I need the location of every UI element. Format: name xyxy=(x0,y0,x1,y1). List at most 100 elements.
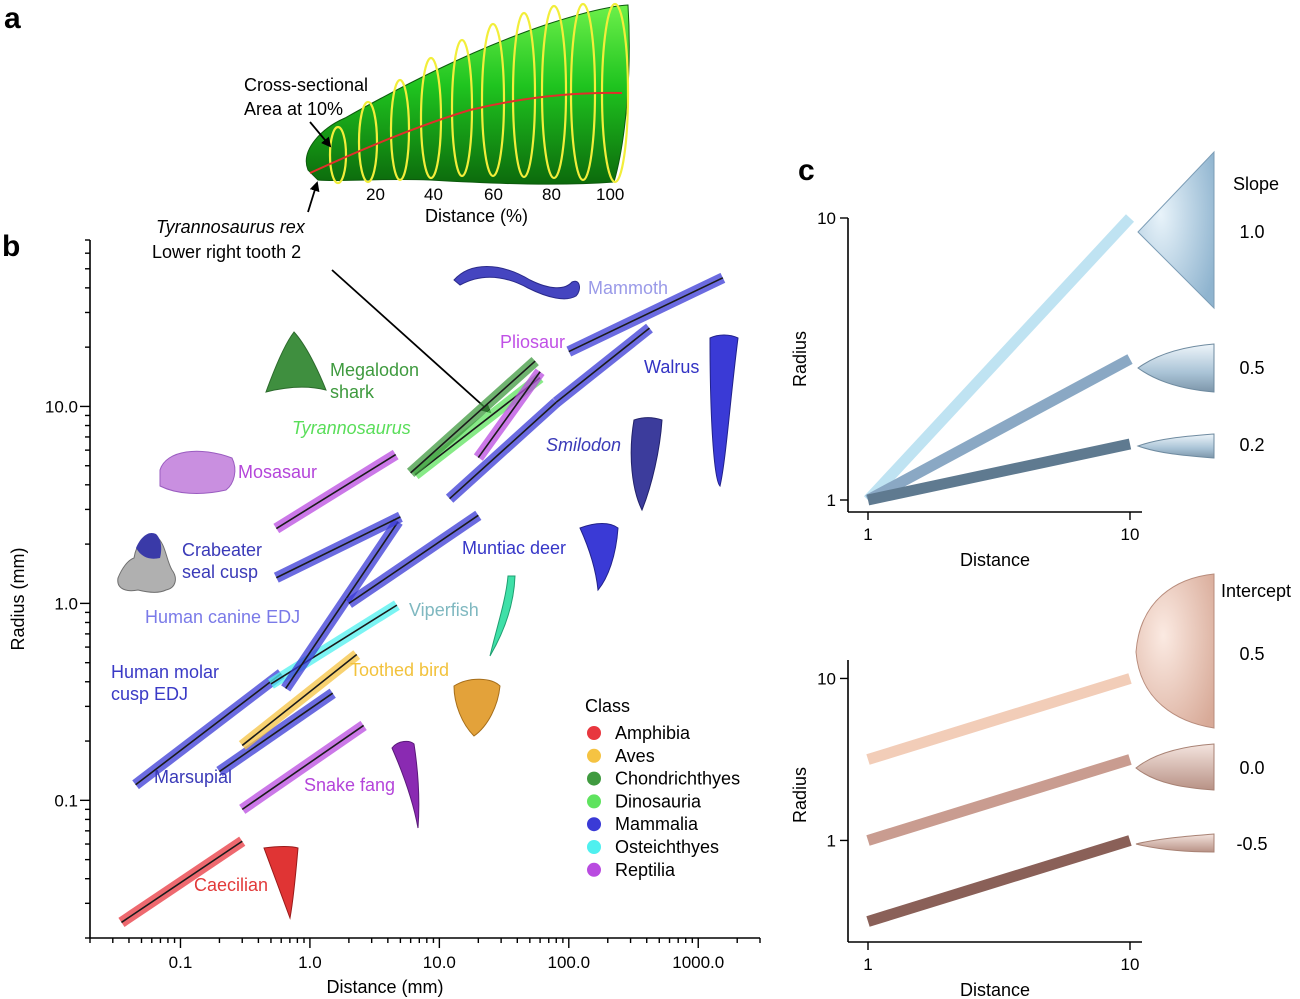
legend-label: Osteichthyes xyxy=(615,837,719,857)
viperfish-tooth xyxy=(489,575,516,657)
crabeater-seal-cusp xyxy=(136,532,162,559)
species-label: Walrus xyxy=(644,357,699,377)
cross-section-rings xyxy=(328,2,630,185)
ring-10 xyxy=(328,125,348,185)
distance-percent-label: Distance (%) xyxy=(425,206,528,226)
b-series-fit xyxy=(285,521,399,689)
b-x-tick-label: 10.0 xyxy=(423,953,456,972)
legend-title: Class xyxy=(585,696,630,716)
panel-c-bottom-series xyxy=(866,673,1132,927)
legend-label: Amphibia xyxy=(615,723,691,743)
ring-40 xyxy=(419,56,443,180)
b-y-tick-label: 0.1 xyxy=(54,791,78,810)
slope-0.2-horn xyxy=(1136,433,1215,459)
ring-90 xyxy=(569,2,597,182)
c-x-axis-title: Distance xyxy=(960,550,1030,570)
species-label: Smilodon xyxy=(546,435,621,455)
walrus-tusk xyxy=(709,334,739,487)
ring-60 xyxy=(480,22,506,178)
c-series-line xyxy=(866,438,1132,506)
panel-b-series xyxy=(118,272,726,927)
b-series-fit xyxy=(568,277,724,353)
c-legend-title: Slope xyxy=(1233,174,1279,194)
c-x-tick-label: 10 xyxy=(1121,955,1140,974)
b-series-fit xyxy=(555,327,650,403)
c-series-line xyxy=(866,835,1132,927)
b-x-tick-label: 0.1 xyxy=(169,953,193,972)
b-y-tick-label: 1.0 xyxy=(54,594,78,613)
intercept-0.5-horn xyxy=(1135,573,1215,729)
legend-swatch xyxy=(587,748,601,763)
species-label: Viperfish xyxy=(409,600,479,620)
species-label: Muntiac deer xyxy=(462,538,566,558)
c-x-tick-label: 1 xyxy=(863,525,872,544)
panel-c-top-axes: 1 10 1 10 Distance Radius xyxy=(790,209,1142,570)
ring-50 xyxy=(450,38,474,178)
species-label: Mammoth xyxy=(588,278,668,298)
c-legend-title: Intercept xyxy=(1221,581,1291,601)
legend-label: Aves xyxy=(615,746,655,766)
b-series-fit xyxy=(135,672,282,786)
panel-b: b 0.1 1.0 10.0 100.0 1000.0 0.1 1.0 10.0 Distanc… xyxy=(2,230,761,997)
b-x-tick-label: 1.0 xyxy=(298,953,322,972)
b-series-fit xyxy=(241,653,358,747)
legend-swatch xyxy=(587,817,601,832)
c-series-line xyxy=(865,354,1133,505)
panel-c-top-series xyxy=(863,214,1135,506)
slope-0.5-horn xyxy=(1137,343,1215,393)
legend-label: Dinosauria xyxy=(615,791,702,811)
species-label: Pliosaur xyxy=(500,332,565,352)
c-x-tick-label: 10 xyxy=(1121,525,1140,544)
c-legend-value: 0.2 xyxy=(1239,435,1264,455)
c-y-axis-title: Radius xyxy=(790,767,810,823)
b-series-fit xyxy=(218,692,334,773)
ring-80 xyxy=(540,4,568,180)
arrow-to-trex-line xyxy=(331,269,492,414)
dist-tick-60: 60 xyxy=(484,185,503,204)
c-legend-value: 1.0 xyxy=(1239,222,1264,242)
b-series-fit xyxy=(121,840,243,924)
species-label: Tyrannosaurus xyxy=(292,418,411,438)
c-series-line xyxy=(866,754,1132,846)
c-y-tick-label: 1 xyxy=(827,831,836,850)
panel-b-species-labels: Caecilian Snake fang Marsupial Toothed bird… xyxy=(111,278,699,895)
panel-c-bottom-legend: Intercept 0.5 0.0 -0.5 xyxy=(1221,581,1291,854)
panel-c: c 1 10 1 10 Distance Radius Slope 1.0 0.5 0.2 1 1… xyxy=(790,150,1291,999)
mammoth-tusk xyxy=(453,266,580,300)
b-x-axis-title: Distance (mm) xyxy=(326,977,443,997)
species-label: Toothed bird xyxy=(350,660,449,680)
legend-swatch xyxy=(587,794,601,809)
legend-swatch xyxy=(587,771,601,786)
mosasaur-tooth xyxy=(159,450,236,494)
species-label: Human canine EDJ xyxy=(145,607,300,627)
c-x-tick-label: 1 xyxy=(863,955,872,974)
dist-tick-20: 20 xyxy=(366,185,385,204)
megalodon-tooth xyxy=(265,331,327,393)
tooth-illustrations xyxy=(117,266,739,920)
legend-swatch xyxy=(587,862,601,877)
panel-b-letter: b xyxy=(2,230,20,263)
legend-swatch xyxy=(587,840,601,854)
b-series-fit xyxy=(241,724,365,811)
b-x-tick-label: 1000.0 xyxy=(672,953,724,972)
legend-label: Mammalia xyxy=(615,814,699,834)
b-series-fit xyxy=(449,401,557,500)
c-legend-value: 0.5 xyxy=(1239,358,1264,378)
snake-fang-tooth xyxy=(391,740,420,829)
panel-a-letter: a xyxy=(4,2,21,35)
muntiac-deer-tooth xyxy=(579,523,619,592)
c-y-tick-label: 10 xyxy=(817,209,836,228)
arrow-cross-section xyxy=(309,121,332,148)
b-series-fit xyxy=(275,453,397,530)
b-series-fit xyxy=(477,371,541,459)
c-series-line xyxy=(866,673,1132,765)
b-y-tick-label: 10.0 xyxy=(45,397,78,416)
ring-20 xyxy=(357,100,379,184)
legend-label: Chondrichthyes xyxy=(615,769,740,789)
c-legend-value: 0.0 xyxy=(1239,758,1264,778)
b-series-fit xyxy=(348,514,479,605)
panel-c-letter: c xyxy=(798,154,815,187)
c-x-axis-title: Distance xyxy=(960,980,1030,999)
smilodon-tooth xyxy=(630,417,663,512)
